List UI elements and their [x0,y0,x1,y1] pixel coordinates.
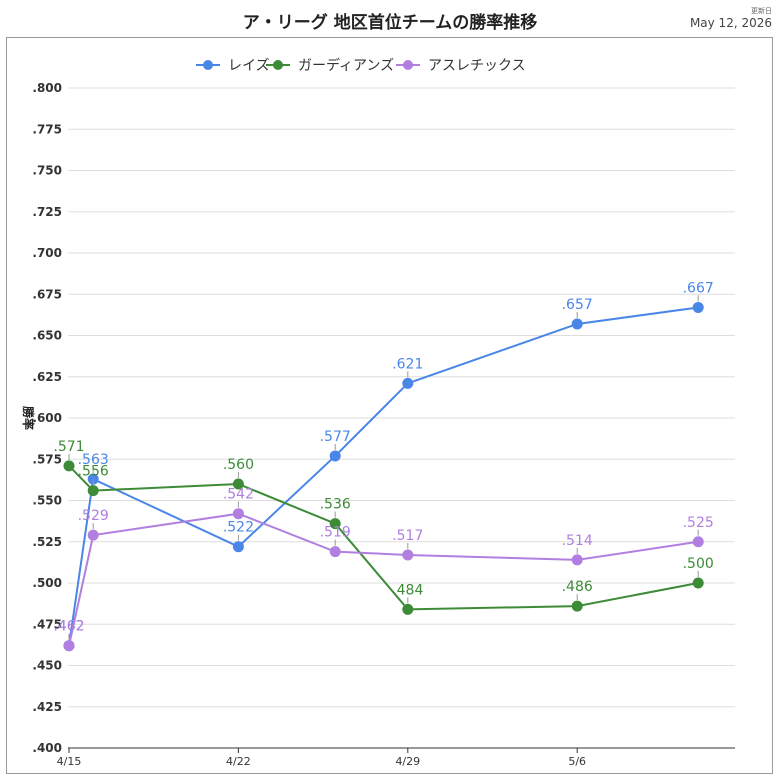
y-tick-label: .550 [32,494,62,508]
data-point [692,536,704,548]
legend-marker [203,60,213,70]
data-label: .560 [223,457,254,473]
updated-label: 更新日 [751,7,772,15]
y-tick-label: .400 [32,741,62,755]
y-axis-title: 勝率 [21,406,36,430]
chart-frame [6,37,773,774]
legend-marker [403,60,413,70]
y-tick-label: .675 [32,287,62,301]
data-label: .536 [320,497,351,513]
y-tick-label: .600 [32,411,62,425]
data-label: .571 [53,439,84,455]
data-point [63,460,75,472]
legend-entry: レイズ [228,58,270,74]
data-label: .667 [683,280,714,296]
data-label: .514 [562,533,593,549]
data-label: .486 [562,579,593,595]
series-line [68,306,699,646]
data-point [571,600,583,612]
y-tick-label: .475 [32,617,62,631]
series-line [68,465,699,611]
data-label: .657 [562,297,593,313]
data-point [232,541,244,553]
y-tick-label: .775 [32,122,62,136]
y-tick-label: .525 [32,535,62,549]
data-point [232,508,244,520]
y-tick-label: .650 [32,329,62,343]
data-label: .621 [392,356,423,372]
y-tick-label: .425 [32,700,62,714]
data-point [402,377,414,389]
data-point [402,549,414,561]
data-label: .500 [683,556,714,572]
data-point [329,546,341,558]
y-tick-label: .500 [32,576,62,590]
legend-entry: ガーディアンズ [298,57,394,74]
data-point [87,485,99,497]
data-label: .525 [683,515,714,531]
data-label: .542 [223,487,254,503]
data-label: .529 [78,508,109,524]
data-point [692,577,704,589]
y-tick-label: .625 [32,370,62,384]
legend-entry: アスレチックス [428,58,526,74]
legend-marker [273,60,283,70]
data-point [232,478,244,490]
data-label: .522 [223,520,254,536]
data-label: .577 [320,429,351,445]
data-label: .519 [320,525,351,541]
x-tick-label: 4/29 [395,755,420,768]
data-point [329,518,341,530]
y-tick-label: .450 [32,659,62,673]
data-point [87,529,99,541]
updated-date: May 12, 2026 [689,16,772,30]
y-tick-label: .700 [32,246,62,260]
data-label: .563 [78,452,109,468]
data-label: .484 [392,582,423,598]
y-tick-label: .575 [32,452,62,466]
y-tick-label: .750 [32,164,62,178]
y-tick-label: .800 [32,81,62,95]
x-tick-label: 5/6 [568,755,586,768]
updated-info: 更新日 May 12, 2026 [690,6,772,30]
x-tick-label: 4/22 [226,755,251,768]
data-point [692,301,704,313]
y-tick-label: .725 [32,205,62,219]
chart-title: ア・リーグ 地区首位チームの勝率推移 [242,13,538,33]
data-point [63,640,75,652]
data-point [571,318,583,330]
data-point [329,450,341,462]
data-label: .462 [53,619,84,635]
data-label: .556 [78,464,109,480]
data-label: .517 [392,528,423,544]
data-point [402,603,414,615]
data-point [571,554,583,566]
x-tick-label: 4/15 [57,755,82,768]
data-label: .462 [53,619,84,635]
